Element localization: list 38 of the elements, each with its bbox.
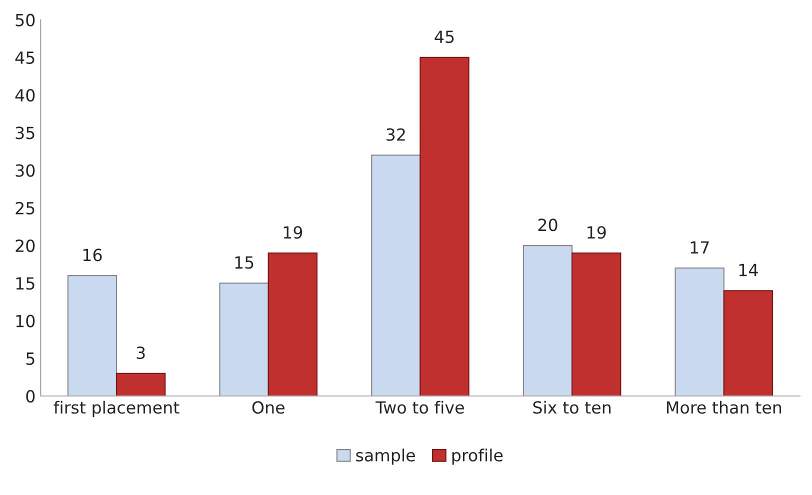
y-tick-label: 30	[16, 164, 35, 177]
legend-label: sample	[356, 448, 415, 465]
data-label: 20	[538, 218, 558, 232]
data-label: 3	[136, 346, 145, 360]
y-tick-label: 20	[16, 239, 35, 252]
data-label: 19	[588, 226, 606, 239]
x-tick-label: One	[252, 401, 284, 414]
x-tick-label: More than ten	[666, 400, 782, 414]
data-label: 14	[739, 264, 758, 276]
y-tick-label: 0	[26, 390, 35, 403]
y-tick-label: 40	[15, 89, 35, 102]
bar	[522, 244, 573, 396]
bar	[572, 252, 622, 396]
y-tick-label: 5	[26, 352, 34, 365]
y-tick-label: 50	[16, 14, 35, 26]
y-tick-label: 15	[16, 277, 34, 290]
legend-label: profile	[452, 448, 503, 465]
data-label: 17	[690, 241, 709, 254]
data-label: 32	[386, 128, 405, 141]
y-tick-label: 35	[16, 126, 34, 140]
bar	[219, 282, 269, 396]
bar	[723, 290, 774, 396]
bar	[67, 275, 118, 396]
data-label: 16	[83, 248, 102, 262]
y-tick-label: 25	[16, 202, 34, 214]
y-tick-label: 10	[16, 314, 35, 328]
x-tick-label: first placement	[54, 400, 180, 417]
data-label: 15	[235, 256, 254, 269]
bar	[371, 154, 421, 396]
bar	[116, 372, 166, 396]
data-label: 45	[434, 30, 454, 44]
bar	[674, 268, 724, 396]
x-tick-label: Two to five	[376, 400, 464, 414]
bar	[268, 252, 318, 396]
bar	[420, 56, 470, 396]
data-label: 19	[284, 226, 302, 239]
y-tick-label: 45	[15, 52, 34, 64]
x-tick-label: Six to ten	[533, 400, 611, 414]
